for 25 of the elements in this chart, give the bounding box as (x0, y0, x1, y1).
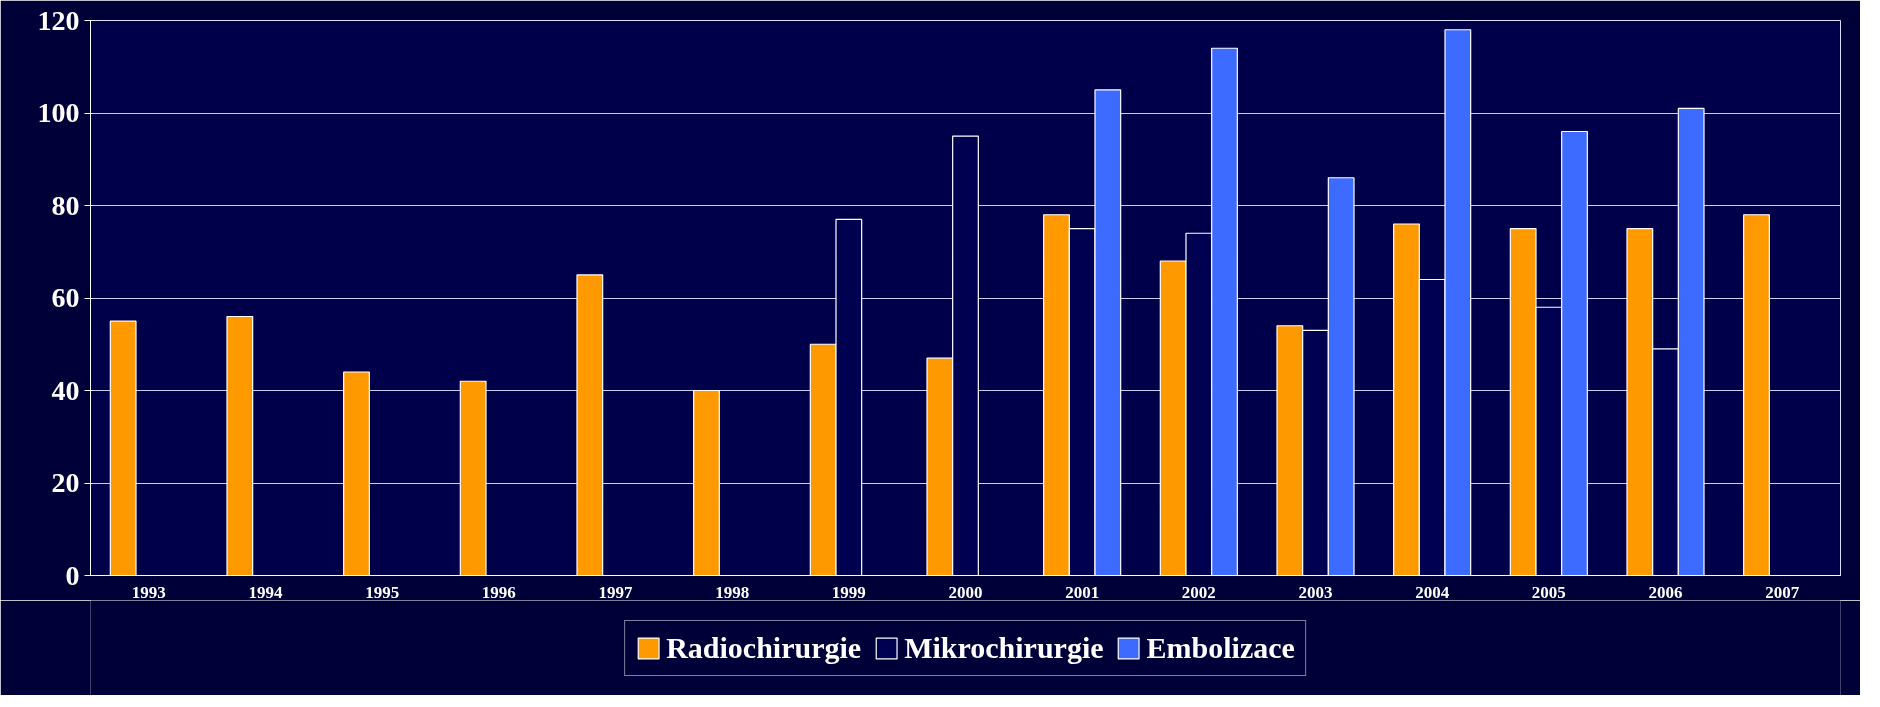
x-tick-label: 1994 (248, 582, 283, 602)
x-tick-label: 2002 (1181, 582, 1216, 602)
y-tick-label: 60 (51, 282, 80, 313)
x-tick-label: 2007 (1765, 582, 1800, 602)
legend-label: Embolizace (1146, 630, 1295, 665)
x-tick-label: 2001 (1065, 582, 1100, 602)
y-tick-label: 100 (37, 97, 80, 128)
x-tick-label: 1996 (481, 582, 516, 602)
x-tick-label: 2000 (948, 582, 983, 602)
x-tick-label: 2005 (1531, 582, 1566, 602)
x-tick-label: 1999 (831, 582, 866, 602)
x-tick-label: 1998 (715, 582, 750, 602)
x-tick-label: 2006 (1648, 582, 1683, 602)
y-tick-label: 120 (37, 4, 80, 36)
y-tick-label: 80 (51, 189, 80, 221)
x-tick-label: 2003 (1298, 582, 1333, 602)
x-tick-label: 1997 (598, 582, 633, 602)
x-tick-label: 1993 (131, 582, 166, 602)
x-tick-label: 1995 (365, 582, 400, 602)
y-tick-label: 0 (65, 559, 80, 591)
y-tick-label: 40 (51, 374, 80, 406)
x-tick-label: 2004 (1415, 582, 1450, 602)
legend-label: Radiochirurgie (666, 630, 862, 665)
legend-label: Mikrochirurgie (904, 630, 1104, 665)
y-tick-label: 20 (51, 467, 80, 498)
